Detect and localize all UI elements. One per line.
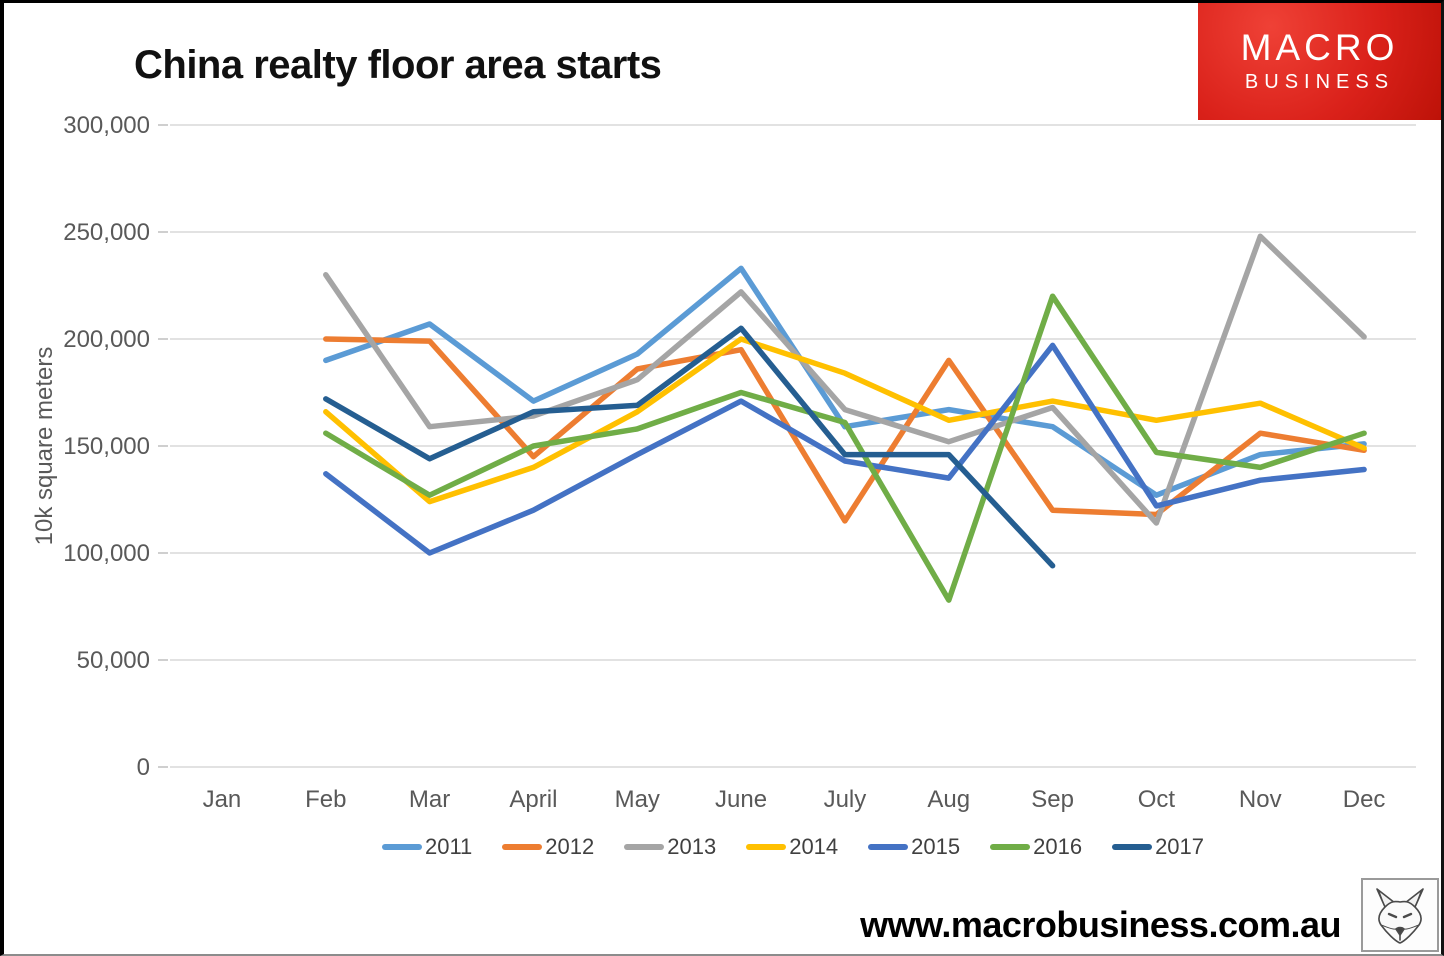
chart-title: China realty floor area starts: [134, 43, 662, 87]
legend-label: 2015: [911, 834, 961, 859]
y-tick-label: 300,000: [63, 112, 150, 139]
line-chart: 0 50,000 100,000 150,000 200,000 250,000 300,0…: [31, 112, 1416, 813]
fox-sketch-icon: [1376, 888, 1424, 944]
x-tick-label: Aug: [927, 786, 970, 813]
x-tick-label: Sep: [1031, 786, 1074, 813]
legend-swatch-2013: [624, 844, 665, 850]
legend-label: 2017: [1155, 834, 1205, 859]
y-axis-title: 10k square meters: [31, 347, 58, 546]
legend-swatch-2015: [868, 844, 909, 850]
fox-logo: [1361, 878, 1439, 952]
macrobusiness-logo: MACRO BUSINESS: [1198, 3, 1441, 120]
logo-line-macro: MACRO: [1240, 26, 1399, 68]
x-tick-label: Mar: [409, 786, 450, 813]
series-line-2014: [323, 336, 1367, 505]
x-tick-label: May: [615, 786, 660, 813]
y-tick-label: 150,000: [63, 433, 150, 460]
series-line-2016: [323, 293, 1367, 603]
legend-swatch-2011: [381, 844, 422, 850]
legend-swatch-2017: [1112, 844, 1153, 850]
legend-label: 2013: [667, 834, 717, 859]
x-tick-label: April: [509, 786, 557, 813]
legend-swatch-2016: [990, 844, 1031, 850]
x-tick-label: July: [824, 786, 867, 813]
legend-item-2015: 2015: [868, 834, 960, 860]
legend-label: 2012: [545, 834, 595, 859]
legend-label: 2014: [789, 834, 839, 859]
legend-label: 2011: [424, 834, 473, 859]
x-tick-label: Oct: [1138, 786, 1176, 813]
chart-legend: 2011 2012 2013 2014 2015 2016 2017: [170, 834, 1416, 860]
y-tick-label: 250,000: [63, 219, 150, 246]
series-line-2015: [323, 342, 1367, 556]
x-tick-label: Dec: [1343, 786, 1386, 813]
logo-line-business: BUSINESS: [1244, 71, 1395, 94]
legend-item-2016: 2016: [990, 834, 1082, 860]
y-tick-label: 0: [137, 754, 150, 781]
legend-label: 2016: [1033, 834, 1083, 859]
x-tick-label: June: [715, 786, 767, 813]
legend-swatch-2014: [746, 844, 787, 850]
x-tick-label: Feb: [305, 786, 346, 813]
legend-item-2013: 2013: [624, 834, 716, 860]
legend-item-2012: 2012: [502, 834, 594, 860]
x-tick-label: Nov: [1239, 786, 1282, 813]
y-tick-label: 100,000: [63, 540, 150, 567]
y-tick-label: 200,000: [63, 326, 150, 353]
legend-item-2017: 2017: [1112, 834, 1204, 860]
website-url: www.macrobusiness.com.au: [860, 904, 1341, 945]
legend-item-2011: 2011: [381, 834, 473, 860]
series-line-2017: [323, 325, 1056, 569]
x-tick-label: Jan: [203, 786, 242, 813]
y-tick-label: 50,000: [77, 647, 150, 674]
legend-item-2014: 2014: [746, 834, 838, 860]
series-line-2013: [323, 233, 1367, 526]
legend-swatch-2012: [502, 844, 543, 850]
